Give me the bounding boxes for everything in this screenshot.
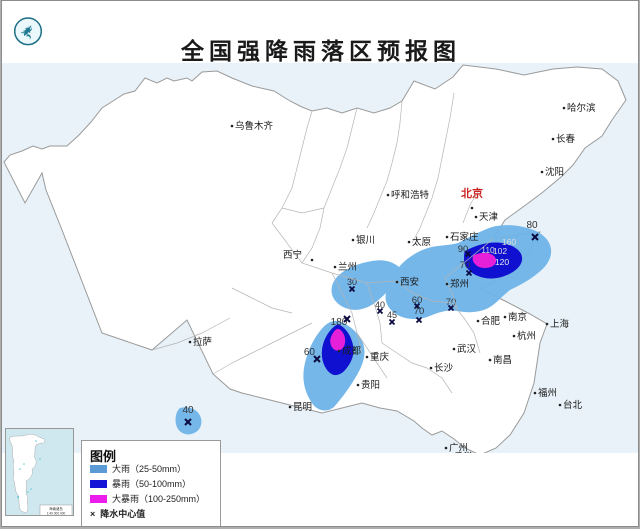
- svg-text:武汉: 武汉: [457, 343, 477, 355]
- svg-text:西宁: 西宁: [283, 249, 302, 261]
- svg-text:昆明: 昆明: [293, 402, 312, 413]
- svg-text:180: 180: [331, 317, 348, 328]
- svg-text:沈阳: 沈阳: [545, 166, 564, 178]
- svg-text:兰州: 兰州: [338, 261, 357, 273]
- svg-text:南京: 南京: [508, 311, 527, 323]
- svg-text:拉萨: 拉萨: [193, 336, 213, 348]
- svg-text:1:40 000 000: 1:40 000 000: [47, 512, 66, 516]
- svg-text:太原: 太原: [412, 236, 431, 248]
- svg-text:银川: 银川: [356, 234, 375, 246]
- svg-text:北京: 北京: [461, 186, 483, 200]
- svg-text:长沙: 长沙: [434, 362, 454, 374]
- svg-text:台北: 台北: [563, 399, 583, 411]
- svg-text:合肥: 合肥: [481, 315, 501, 327]
- svg-text:40: 40: [182, 405, 194, 416]
- svg-text:西安: 西安: [400, 276, 419, 288]
- svg-text:40: 40: [375, 300, 385, 310]
- svg-text:香港: 香港: [454, 451, 474, 453]
- svg-text:成都: 成都: [342, 345, 362, 357]
- svg-text:70: 70: [414, 306, 425, 317]
- svg-text:45: 45: [387, 310, 397, 320]
- svg-text:哈尔滨: 哈尔滨: [567, 102, 596, 114]
- svg-text:102: 102: [493, 246, 507, 256]
- svg-text:石家庄: 石家庄: [450, 231, 479, 243]
- svg-text:长春: 长春: [556, 133, 576, 145]
- svg-text:80: 80: [526, 220, 538, 231]
- svg-text:呼和浩特: 呼和浩特: [391, 189, 430, 201]
- svg-text:杭州: 杭州: [517, 330, 536, 342]
- svg-text:上海: 上海: [550, 318, 570, 330]
- svg-text:郑州: 郑州: [450, 278, 469, 290]
- svg-text:天津: 天津: [479, 212, 499, 223]
- svg-text:乌鲁木齐: 乌鲁木齐: [235, 120, 274, 132]
- svg-text:海南诸岛: 海南诸岛: [49, 506, 63, 511]
- svg-text:福州: 福州: [538, 387, 557, 399]
- svg-text:160: 160: [502, 237, 516, 247]
- svg-text:重庆: 重庆: [370, 351, 390, 363]
- svg-text:贵阳: 贵阳: [361, 379, 380, 391]
- svg-text:120: 120: [495, 257, 509, 267]
- svg-text:南昌: 南昌: [493, 354, 512, 366]
